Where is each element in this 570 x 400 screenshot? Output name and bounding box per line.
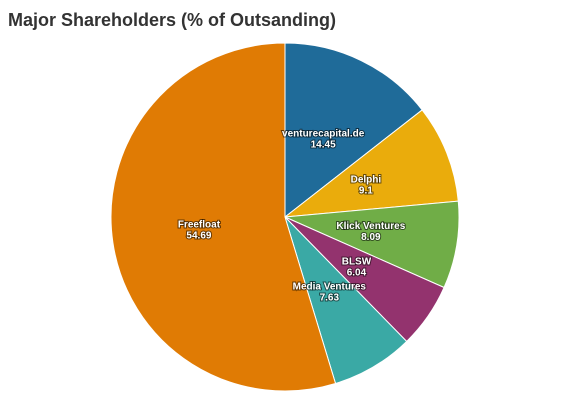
slice-label: BLSW bbox=[342, 256, 372, 267]
slice-value: 6.04 bbox=[347, 267, 367, 278]
pie bbox=[110, 42, 460, 392]
slice-value: 8.09 bbox=[361, 232, 381, 243]
slice-label: venturecapital.de bbox=[282, 128, 365, 139]
chart-title: Major Shareholders (% of Outsanding) bbox=[8, 10, 336, 30]
slice-value: 54.69 bbox=[186, 230, 211, 241]
pie-slice bbox=[110, 42, 337, 392]
slice-label: Freefloat bbox=[178, 219, 221, 230]
pie-slice bbox=[283, 200, 460, 289]
slice-label: Delphi bbox=[351, 175, 382, 186]
pie-slice bbox=[284, 42, 423, 219]
slice-value: 9.1 bbox=[359, 186, 373, 197]
slice-value: 14.45 bbox=[311, 139, 336, 150]
pie-slice bbox=[283, 109, 459, 218]
slice-label: Klick Ventures bbox=[336, 221, 405, 232]
slice-value: 7.63 bbox=[320, 293, 340, 304]
slice-label: Media Ventures bbox=[293, 282, 367, 293]
